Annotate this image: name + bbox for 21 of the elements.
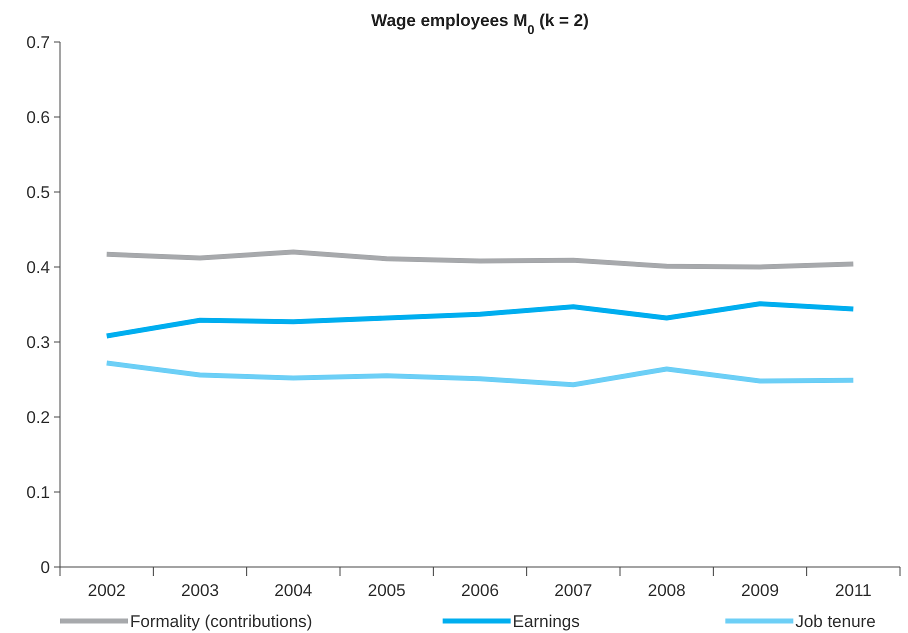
legend-label: Formality (contributions) (130, 612, 312, 631)
chart-title: Wage employees M$_{0}$ (k = 2) (371, 11, 589, 36)
y-tick-label: 0.7 (26, 32, 50, 52)
x-tick-label: 2006 (461, 581, 499, 600)
x-tick-label: 2003 (181, 581, 219, 600)
y-tick-label: 0 (40, 558, 50, 577)
x-tick-label: 2004 (274, 581, 312, 600)
x-tick-label: 2005 (368, 581, 406, 600)
y-tick-label: 0.4 (26, 258, 50, 277)
x-tick-label: 2008 (648, 581, 686, 600)
y-tick-label: 0.5 (26, 182, 50, 202)
x-tick-label: 2011 (835, 581, 872, 600)
x-tick-label: 2002 (88, 581, 126, 600)
y-tick-label: 0.2 (26, 408, 50, 427)
x-tick-label: 2009 (741, 581, 779, 600)
legend-label: Earnings (512, 612, 580, 631)
y-tick-label: 0.3 (26, 332, 50, 352)
y-tick-label: 0.6 (26, 108, 50, 127)
y-tick-label: 0.1 (26, 482, 50, 502)
legend-label: Job tenure (795, 612, 876, 631)
x-tick-label: 2007 (554, 581, 592, 600)
